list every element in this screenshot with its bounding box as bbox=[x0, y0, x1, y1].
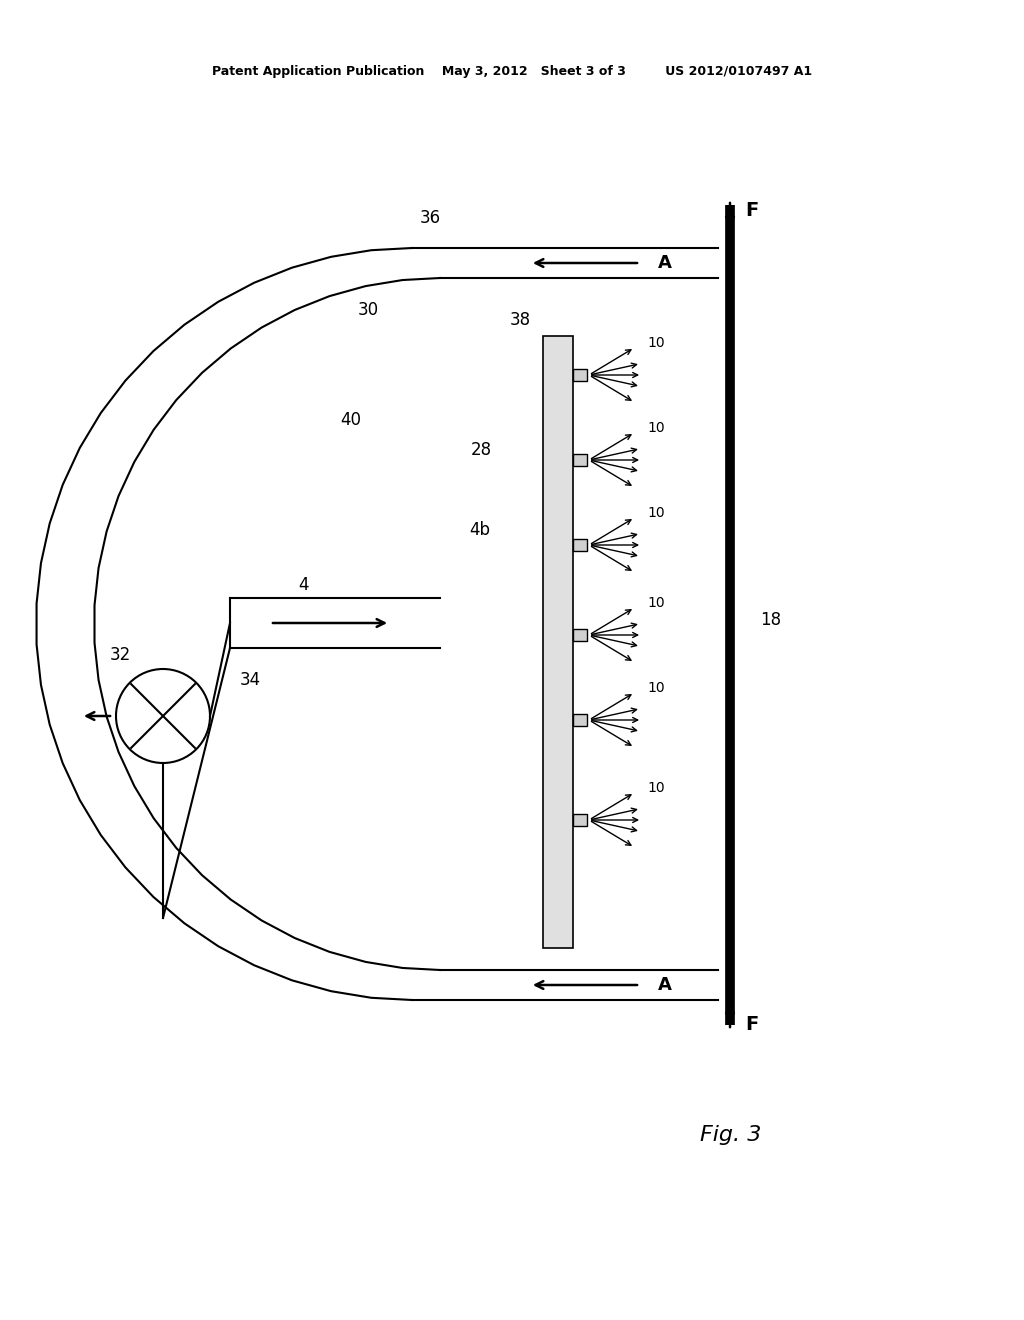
Text: A: A bbox=[658, 975, 672, 994]
Text: 10: 10 bbox=[647, 337, 665, 350]
Text: 10: 10 bbox=[647, 781, 665, 795]
Bar bbox=[573, 539, 587, 550]
Text: F: F bbox=[745, 1015, 758, 1035]
Bar bbox=[573, 714, 587, 726]
Text: 18: 18 bbox=[760, 611, 781, 630]
Text: 28: 28 bbox=[471, 441, 492, 459]
Bar bbox=[573, 370, 587, 381]
Text: Patent Application Publication    May 3, 2012   Sheet 3 of 3         US 2012/010: Patent Application Publication May 3, 20… bbox=[212, 66, 812, 78]
Bar bbox=[573, 630, 587, 642]
Text: 10: 10 bbox=[647, 421, 665, 436]
Text: 40: 40 bbox=[340, 411, 361, 429]
Text: 34: 34 bbox=[240, 671, 261, 689]
Text: 10: 10 bbox=[647, 506, 665, 520]
Text: 10: 10 bbox=[647, 597, 665, 610]
Text: Fig. 3: Fig. 3 bbox=[700, 1125, 762, 1144]
Text: 32: 32 bbox=[110, 645, 131, 664]
Text: 36: 36 bbox=[420, 209, 441, 227]
Text: A: A bbox=[658, 253, 672, 272]
Bar bbox=[573, 814, 587, 826]
Text: F: F bbox=[745, 201, 758, 219]
Bar bbox=[543, 337, 573, 948]
Text: 4: 4 bbox=[298, 576, 308, 594]
Text: 30: 30 bbox=[358, 301, 379, 319]
Text: 10: 10 bbox=[647, 681, 665, 696]
Text: 4b: 4b bbox=[469, 521, 490, 539]
Text: 38: 38 bbox=[510, 312, 531, 329]
Bar bbox=[573, 454, 587, 466]
